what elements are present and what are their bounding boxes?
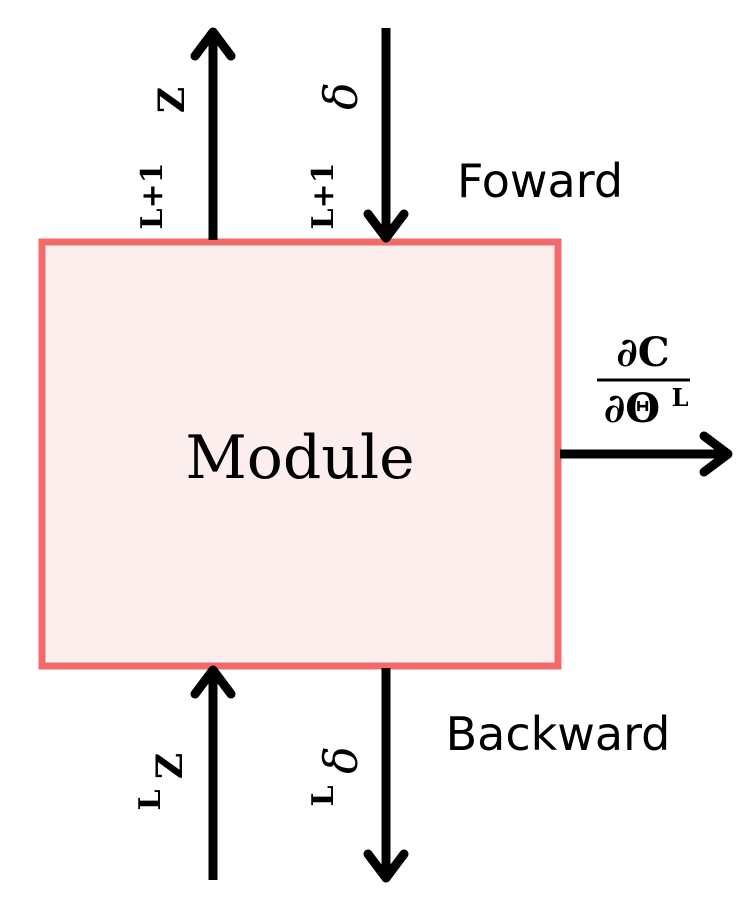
gradient-denominator: ∂Θ [604, 385, 660, 432]
module-box [38, 238, 562, 670]
delta-next-arrow: L+1 δ [306, 28, 409, 243]
gradient-denominator-superscript: L [672, 383, 689, 412]
delta-next-arrowhead [363, 209, 409, 243]
forward-label: Foward [457, 154, 623, 208]
z-current-arrow: L Z [133, 665, 236, 880]
delta-current-arrowhead [363, 849, 409, 883]
z-next-arrow: L+1 Z [135, 27, 236, 240]
z-current-symbol: Z [149, 753, 191, 779]
z-next-label: L+1 Z [135, 87, 193, 230]
delta-current-superscript: L [306, 785, 341, 806]
z-current-arrowhead [190, 665, 236, 699]
z-next-superscript: L+1 [135, 162, 170, 229]
delta-current-arrow: L δ [306, 668, 409, 883]
z-next-symbol: Z [151, 87, 193, 113]
backward-label: Backward [446, 707, 671, 761]
module-block: Module [38, 238, 562, 670]
gradient-label: ∂C ∂Θ L [597, 329, 690, 432]
delta-next-symbol: δ [314, 82, 368, 110]
z-next-arrowhead [190, 27, 236, 61]
delta-next-superscript: L+1 [306, 162, 341, 229]
delta-current-symbol: δ [314, 746, 368, 774]
delta-current-label: L δ [306, 746, 368, 806]
z-current-superscript: L [133, 789, 168, 810]
z-current-label: L Z [133, 753, 191, 811]
delta-next-label: L+1 δ [306, 82, 368, 229]
gradient-arrowhead [699, 431, 733, 477]
module-label: Module [185, 423, 414, 493]
gradient-numerator: ∂C [616, 329, 669, 376]
gradient-arrow [560, 431, 733, 477]
